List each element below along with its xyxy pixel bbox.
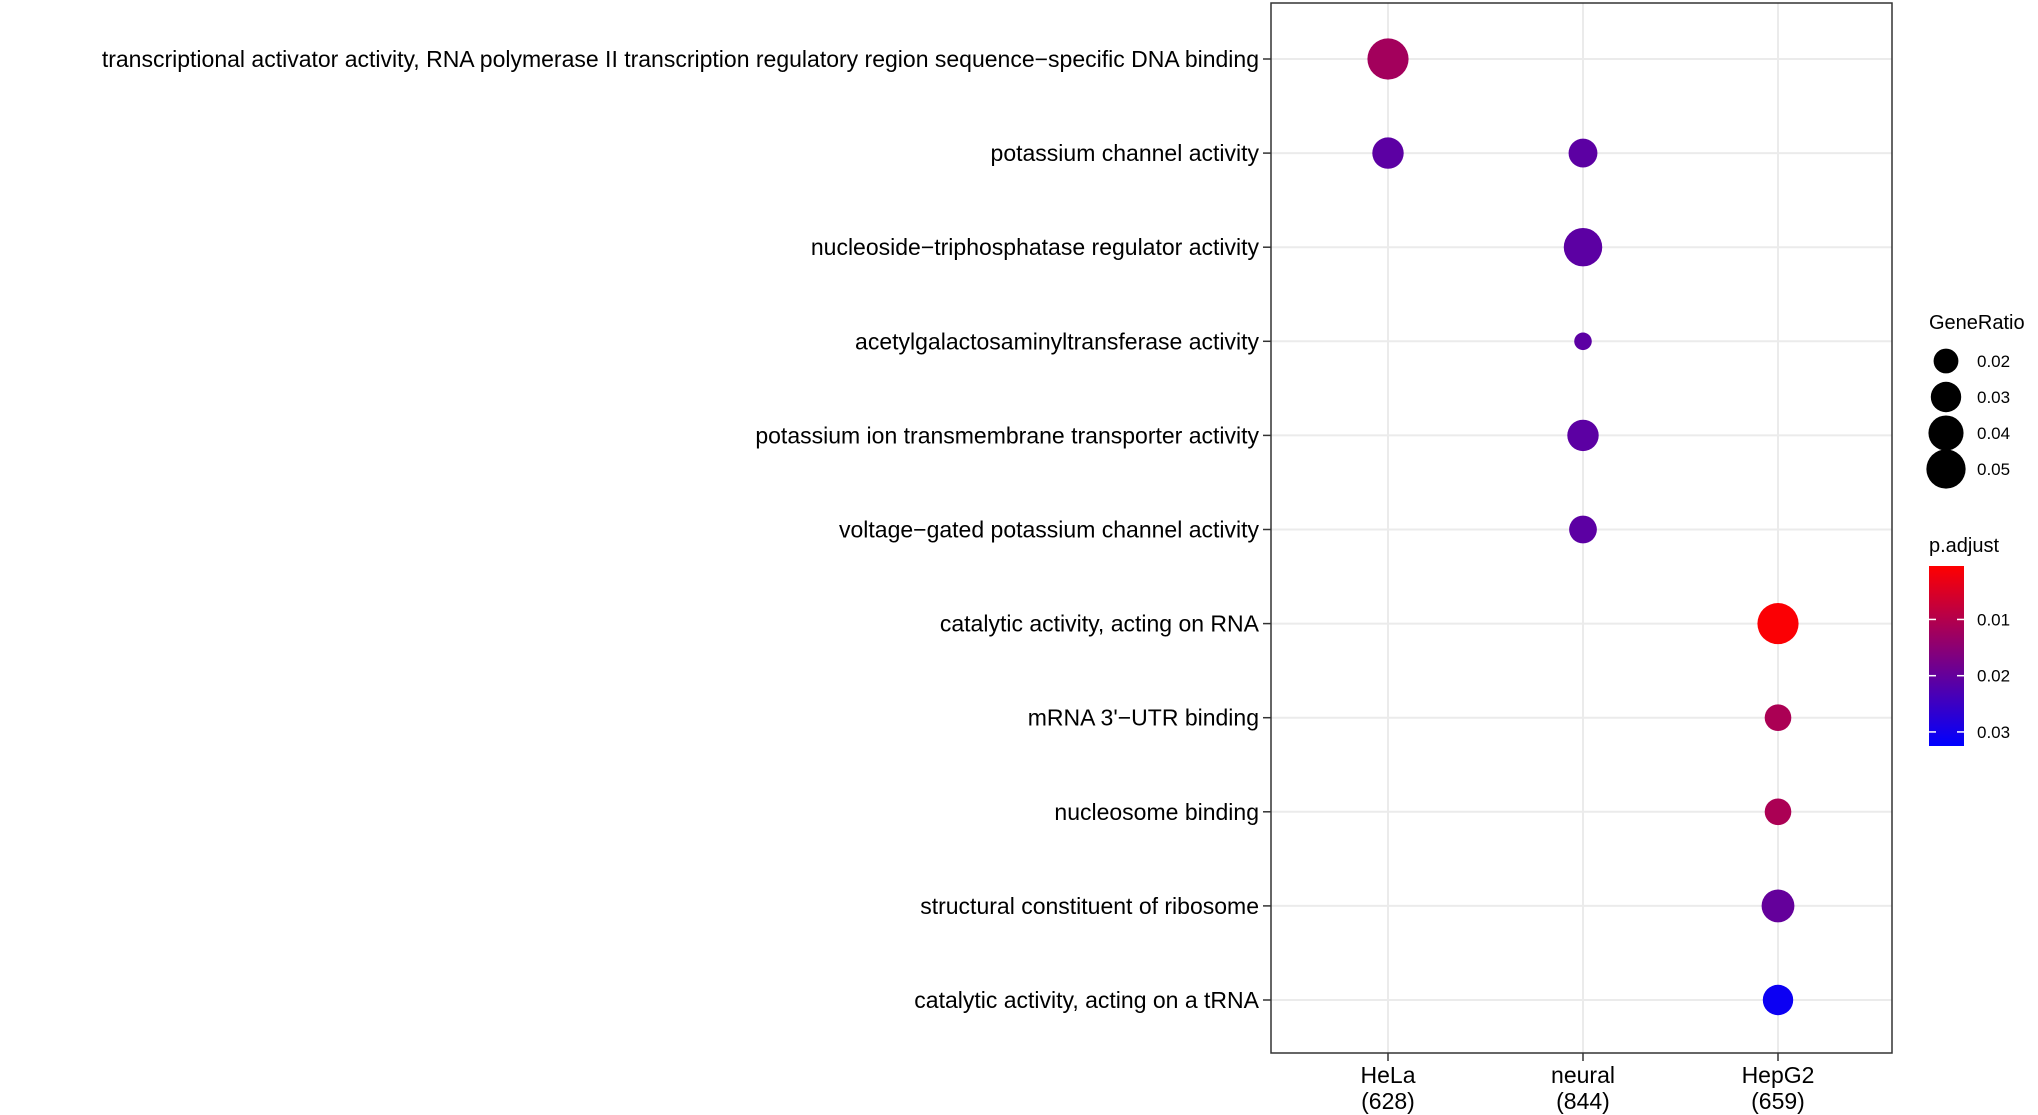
size-legend-key-1 xyxy=(1930,381,1962,413)
panel-border xyxy=(1270,2,1893,1054)
color-legend-label-1: 0.02 xyxy=(1977,667,2010,686)
y-tick-label-0: transcriptional activator activity, RNA … xyxy=(102,46,1259,72)
size-legend-key-3 xyxy=(1926,449,1966,489)
data-point-9 xyxy=(1764,798,1792,826)
color-legend-label-2: 0.03 xyxy=(1977,723,2010,742)
size-legend-label-0: 0.02 xyxy=(1977,352,2010,371)
x-tick-label-1: neural xyxy=(1551,1062,1615,1088)
x-tick-label-0: HeLa xyxy=(1361,1062,1416,1088)
data-point-2 xyxy=(1568,138,1598,168)
color-legend-title: p.adjust xyxy=(1929,535,1999,557)
data-point-3 xyxy=(1563,227,1603,267)
y-tick-label-10: catalytic activity, acting on a tRNA xyxy=(914,987,1259,1013)
size-legend-key-2 xyxy=(1928,415,1964,451)
data-point-6 xyxy=(1569,515,1597,544)
data-point-7 xyxy=(1757,603,1799,645)
size-legend-label-1: 0.03 xyxy=(1977,388,2010,407)
size-legend-label-3: 0.05 xyxy=(1977,460,2010,479)
color-legend: p.adjust 0.01 0.02 0.03 xyxy=(1929,535,2010,746)
data-point-5 xyxy=(1567,419,1599,452)
x-axis-labels: HeLa(628) neural(844) HepG2(659) xyxy=(1361,1062,1815,1114)
y-tick-label-7: mRNA 3'−UTR binding xyxy=(1028,705,1259,731)
x-tick-count-1: (844) xyxy=(1556,1088,1610,1114)
data-point-0 xyxy=(1367,38,1409,80)
size-legend-key-0 xyxy=(1933,348,1959,374)
size-legend-title: GeneRatio xyxy=(1929,312,2025,334)
x-tick-label-2: HepG2 xyxy=(1742,1062,1815,1088)
size-legend-label-2: 0.04 xyxy=(1977,424,2010,443)
x-tick-count-0: (628) xyxy=(1361,1088,1415,1114)
x-tick-count-2: (659) xyxy=(1751,1088,1805,1114)
axis-ticks xyxy=(1263,58,1779,1061)
data-points xyxy=(1367,38,1799,1016)
data-point-4 xyxy=(1574,332,1592,351)
color-bar xyxy=(1929,566,1964,746)
data-point-11 xyxy=(1762,984,1794,1016)
y-tick-label-4: potassium ion transmembrane transporter … xyxy=(755,422,1259,448)
y-tick-label-5: voltage−gated potassium channel activity xyxy=(839,517,1260,543)
y-axis-labels: transcriptional activator activity, RNA … xyxy=(102,46,1260,1013)
data-point-8 xyxy=(1764,704,1792,732)
y-tick-label-1: potassium channel activity xyxy=(991,140,1260,166)
color-legend-label-0: 0.01 xyxy=(1977,610,2010,629)
y-tick-label-2: nucleoside−triphosphatase regulator acti… xyxy=(811,234,1260,260)
y-tick-label-8: nucleosome binding xyxy=(1054,799,1259,825)
y-tick-label-3: acetylgalactosaminyltransferase activity xyxy=(855,328,1259,354)
data-point-10 xyxy=(1761,889,1795,923)
size-legend: GeneRatio 0.02 0.03 0.04 0.05 xyxy=(1926,312,2025,489)
data-point-1 xyxy=(1372,137,1404,169)
y-tick-label-6: catalytic activity, acting on RNA xyxy=(940,611,1260,637)
y-tick-label-9: structural constituent of ribosome xyxy=(920,893,1259,919)
